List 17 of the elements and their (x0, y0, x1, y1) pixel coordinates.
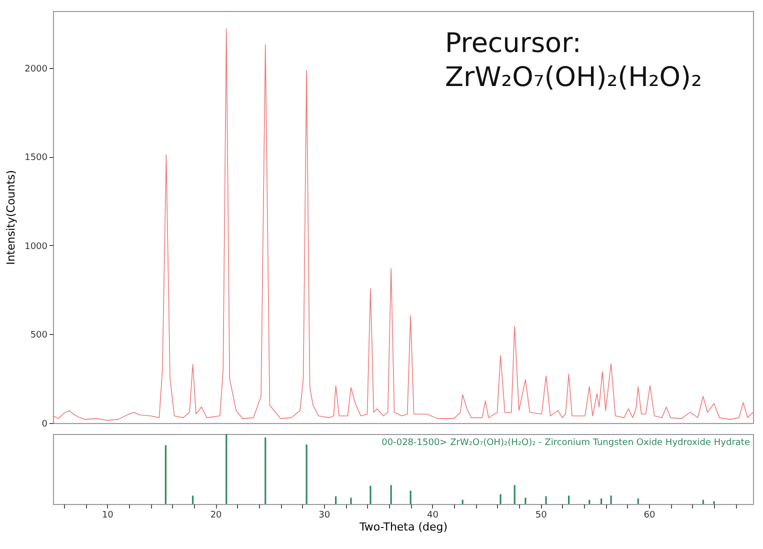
x-tick-label: 20 (210, 510, 222, 520)
x-tick-label: 30 (318, 510, 330, 520)
x-tick-label: 40 (427, 510, 439, 520)
y-tick-label: 1000 (24, 242, 48, 252)
y-tick-label: 2000 (24, 64, 48, 74)
y-tick-label: 500 (30, 330, 48, 341)
y-axis-title: Intensity(Counts) (4, 170, 18, 265)
x-axis-title: Two-Theta (deg) (358, 520, 448, 534)
y-tick-label: 1500 (24, 153, 48, 164)
annotation: ZrW₂O₇(OH)₂(H₂O)₂ (445, 62, 702, 93)
annotation: Precursor: (445, 28, 582, 59)
line-series (52, 28, 754, 421)
x-tick-label: 10 (102, 510, 114, 520)
y-tick-label: 0 (42, 420, 48, 430)
x-tick-label: 50 (535, 510, 548, 520)
x-tick-label: 60 (644, 510, 656, 520)
text: 00-028-1500> ZrW₂O₇(OH)₂(H₂O)₂ - Zirconium Tungsten Oxide Hydroxide Hydrate (382, 438, 750, 448)
